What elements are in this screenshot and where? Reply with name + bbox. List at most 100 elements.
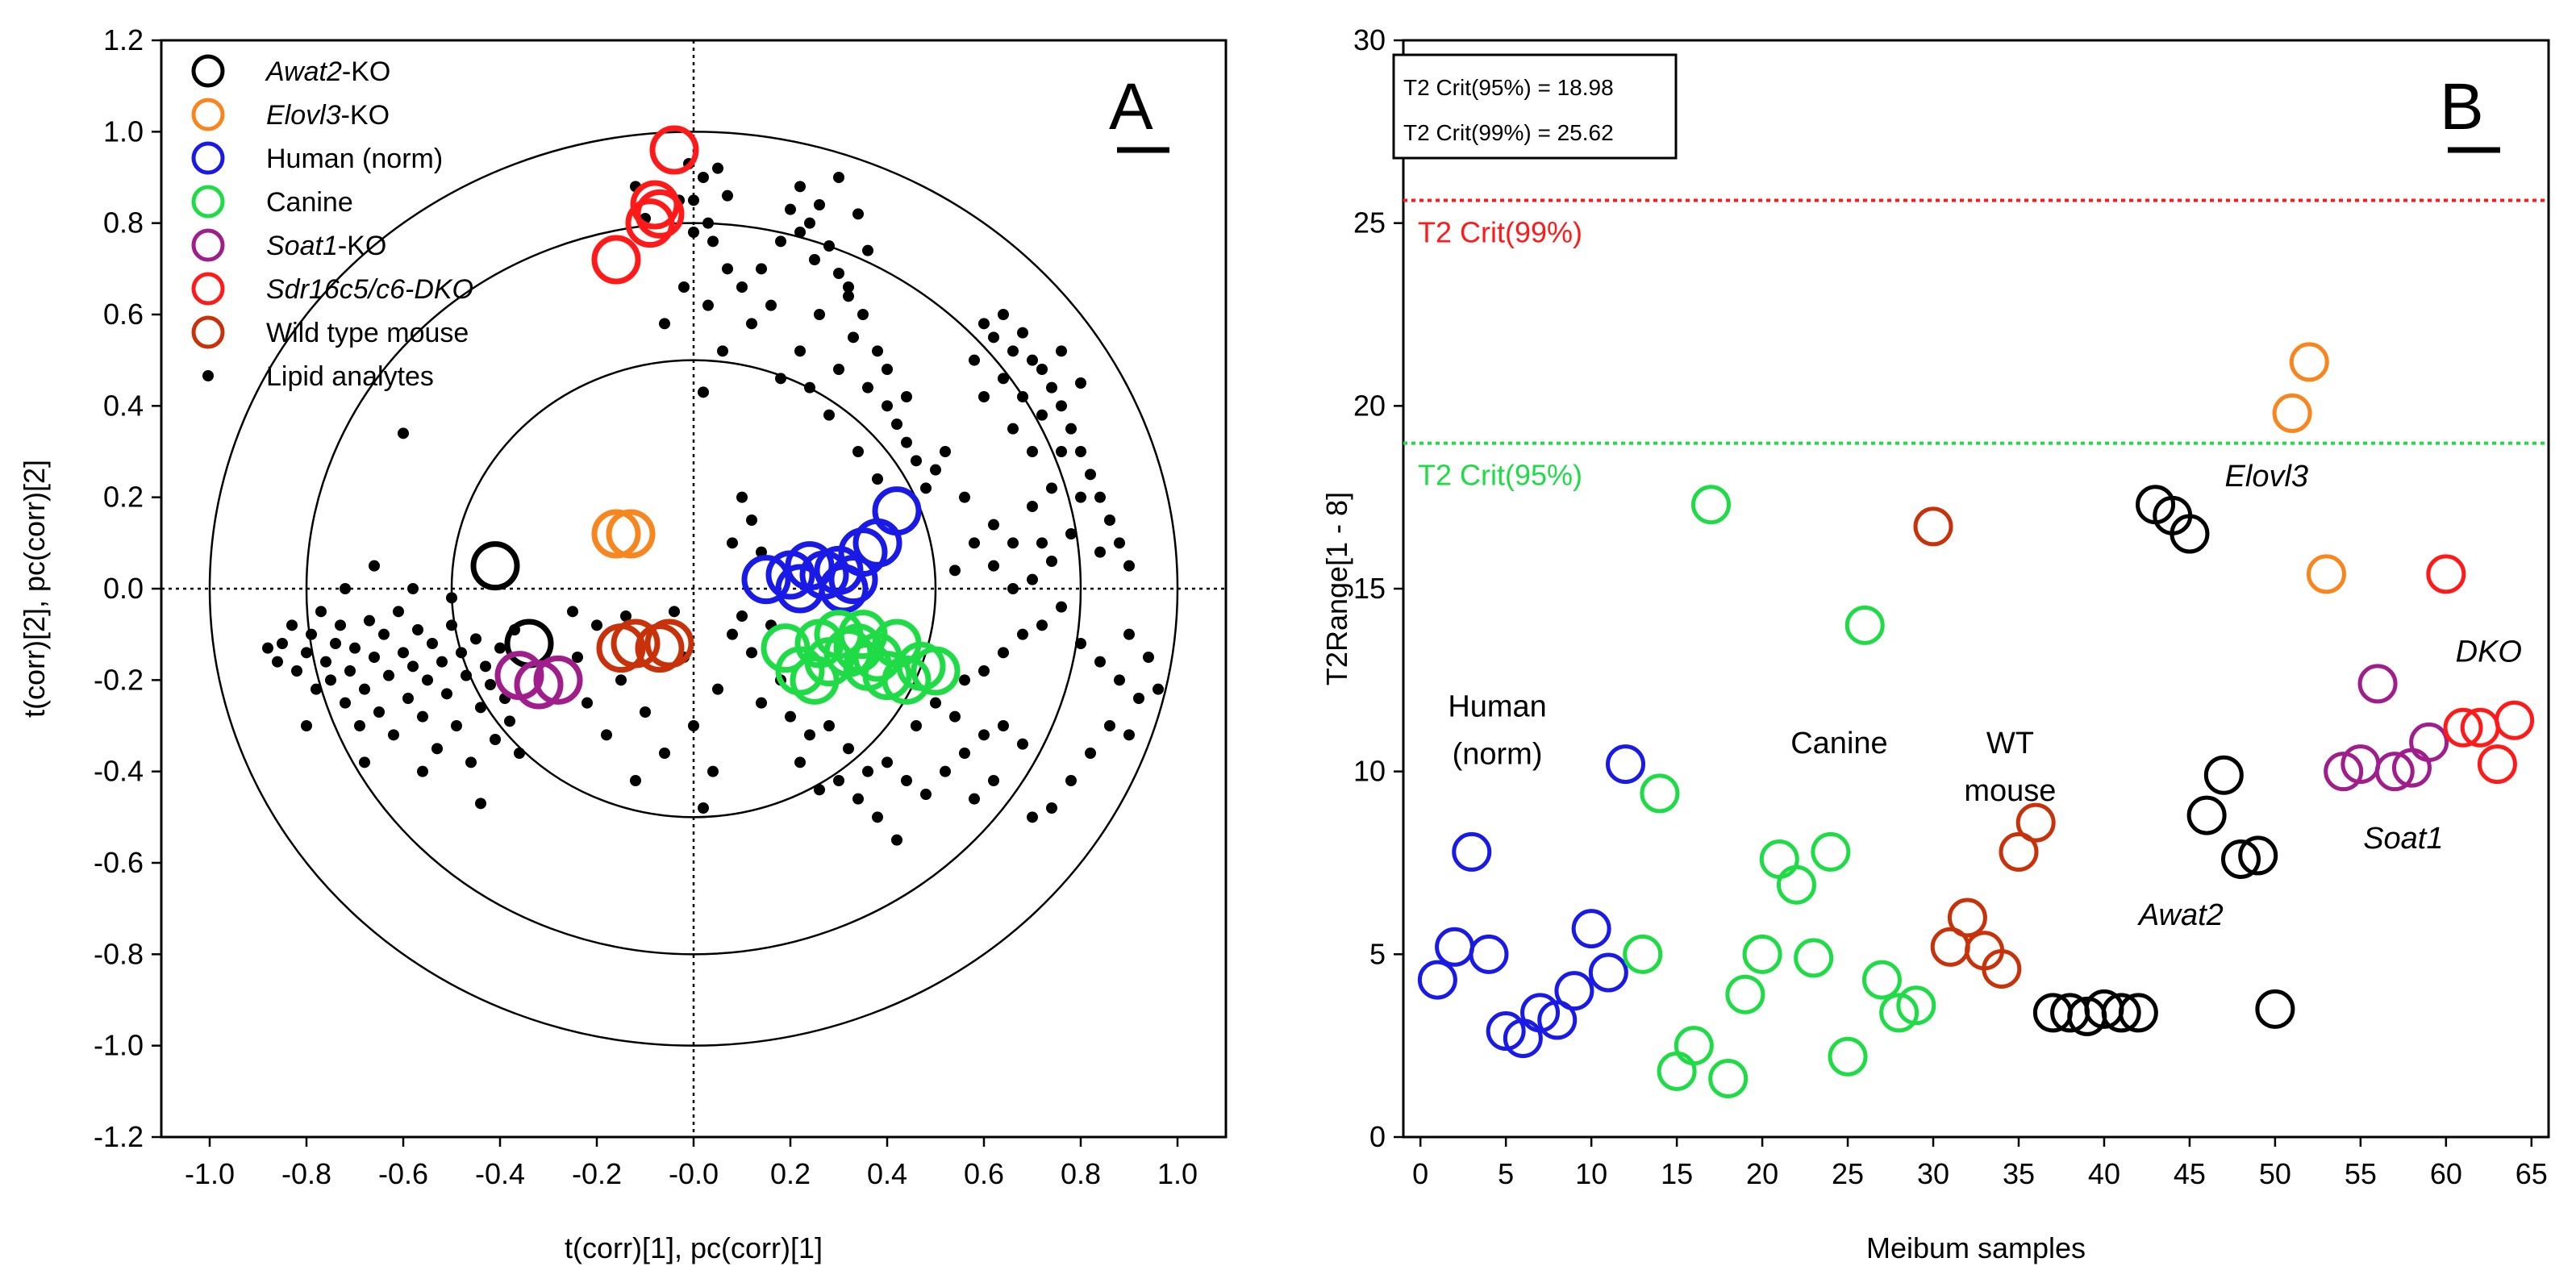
lipid-point xyxy=(1046,802,1057,814)
y-tick-label: -1.2 xyxy=(94,1120,144,1153)
lipid-point xyxy=(1123,628,1135,640)
lipid-point xyxy=(359,756,370,769)
lipid-point xyxy=(470,633,481,645)
lipid-point xyxy=(1123,560,1135,572)
y-tick-label: 15 xyxy=(1353,572,1386,605)
marker-wt xyxy=(1999,831,2039,872)
marker-wt xyxy=(1947,898,1987,938)
lipid-point xyxy=(669,606,680,618)
marker-soat1 xyxy=(2374,752,2415,792)
lipid-point xyxy=(1104,514,1115,526)
t2-crit-99-text: T2 Crit(99%) = 25.62 xyxy=(1403,120,1614,145)
lipid-point xyxy=(746,647,757,659)
legend-marker-soat1 xyxy=(191,228,225,262)
lipid-point xyxy=(1007,537,1019,549)
marker-canine xyxy=(1657,1051,1697,1091)
lipid-point xyxy=(417,710,428,723)
lipid-point xyxy=(833,775,844,786)
lipid-point xyxy=(446,619,457,631)
lipid-point xyxy=(988,560,999,572)
lipid-point xyxy=(630,775,641,786)
marker-awat2 xyxy=(2118,993,2158,1033)
lipid-point xyxy=(291,665,302,677)
lipid-point xyxy=(882,400,893,412)
x-tick-label: 0.8 xyxy=(1061,1157,1101,1190)
y-tick-label: 1.2 xyxy=(103,23,144,56)
marker-canine xyxy=(1725,974,1765,1014)
lipid-point xyxy=(436,656,448,668)
lipid-point xyxy=(640,706,651,718)
group-label: Elovl3 xyxy=(2225,460,2309,494)
panel-a-lipid-points xyxy=(262,158,1164,846)
marker-awat2 xyxy=(2101,993,2141,1033)
panel-b-group-labels: Human (norm) Canine WT mouse Elovl3 DKO Soat1 Aw… xyxy=(1448,460,2522,932)
y-tick-label: -0.8 xyxy=(94,937,144,970)
lipid-point xyxy=(601,729,612,741)
lipid-point xyxy=(688,194,699,206)
lipid-point xyxy=(1046,381,1057,394)
marker-elovl3 xyxy=(2289,342,2329,382)
legend-marker-wt xyxy=(191,315,225,349)
lipid-point xyxy=(383,669,394,681)
lipid-point xyxy=(833,268,844,279)
lipid-point xyxy=(465,756,477,769)
lipid-point xyxy=(1017,628,1028,640)
lipid-point xyxy=(388,729,399,741)
lipid-point xyxy=(262,642,273,654)
x-tick-label: -0.6 xyxy=(378,1157,428,1190)
lipid-point xyxy=(461,669,472,681)
x-tick-label: 65 xyxy=(2516,1157,2548,1190)
marker-soat1 xyxy=(2324,752,2364,792)
marker-awat2 xyxy=(2186,795,2227,835)
marker-human xyxy=(1520,993,1561,1033)
marker-human xyxy=(1435,927,1475,967)
group-label: Awat2 xyxy=(2137,898,2224,932)
panel-b-y-label: T2Range[1 - 8] xyxy=(1320,492,1353,685)
lipid-point xyxy=(698,802,709,814)
lipid-point xyxy=(393,606,404,618)
lipid-point xyxy=(1104,720,1115,731)
lipid-point xyxy=(349,642,361,654)
lipid-point xyxy=(940,446,951,457)
marker-canine xyxy=(1776,864,1816,905)
lipid-point xyxy=(920,482,932,494)
x-tick-label: 1.0 xyxy=(1157,1157,1198,1190)
lipid-point xyxy=(1017,391,1028,402)
lipid-point xyxy=(852,446,864,457)
marker-sdr xyxy=(649,125,699,175)
lipid-point xyxy=(940,765,951,777)
lipid-point xyxy=(378,628,390,640)
lipid-point xyxy=(398,647,409,659)
marker-human xyxy=(1452,831,1492,872)
lipid-point xyxy=(431,743,443,755)
lipid-point xyxy=(978,665,990,677)
group-label: Canine xyxy=(1790,727,1887,760)
x-tick-label: -1.0 xyxy=(185,1157,235,1190)
y-tick-label: 30 xyxy=(1353,23,1386,56)
lipid-point xyxy=(1027,573,1038,585)
marker-canine xyxy=(1794,938,1834,978)
marker-human xyxy=(1486,1011,1526,1052)
panel-b-label: B xyxy=(2440,70,2484,144)
lipid-point xyxy=(823,409,835,421)
lipid-point xyxy=(301,720,312,731)
lipid-point xyxy=(330,638,341,649)
legend-label-elovl3: Elovl3-KO xyxy=(266,100,390,131)
lipid-point xyxy=(988,775,999,786)
lipid-point xyxy=(848,331,859,344)
lipid-point xyxy=(920,789,932,800)
marker-elovl3 xyxy=(606,509,656,559)
marker-human xyxy=(1554,971,1594,1011)
x-tick-label: 5 xyxy=(1498,1157,1514,1190)
lipid-point xyxy=(456,647,467,659)
lipid-point xyxy=(398,427,409,439)
group-label: (norm) xyxy=(1453,738,1543,772)
lipid-point xyxy=(417,765,428,777)
lipid-point xyxy=(441,688,452,700)
lipid-point xyxy=(688,720,699,731)
marker-human xyxy=(1537,1000,1578,1040)
marker-canine xyxy=(1640,773,1680,814)
lipid-point xyxy=(369,652,380,663)
marker-canine xyxy=(1861,960,1902,1000)
lipid-point xyxy=(1153,683,1164,695)
